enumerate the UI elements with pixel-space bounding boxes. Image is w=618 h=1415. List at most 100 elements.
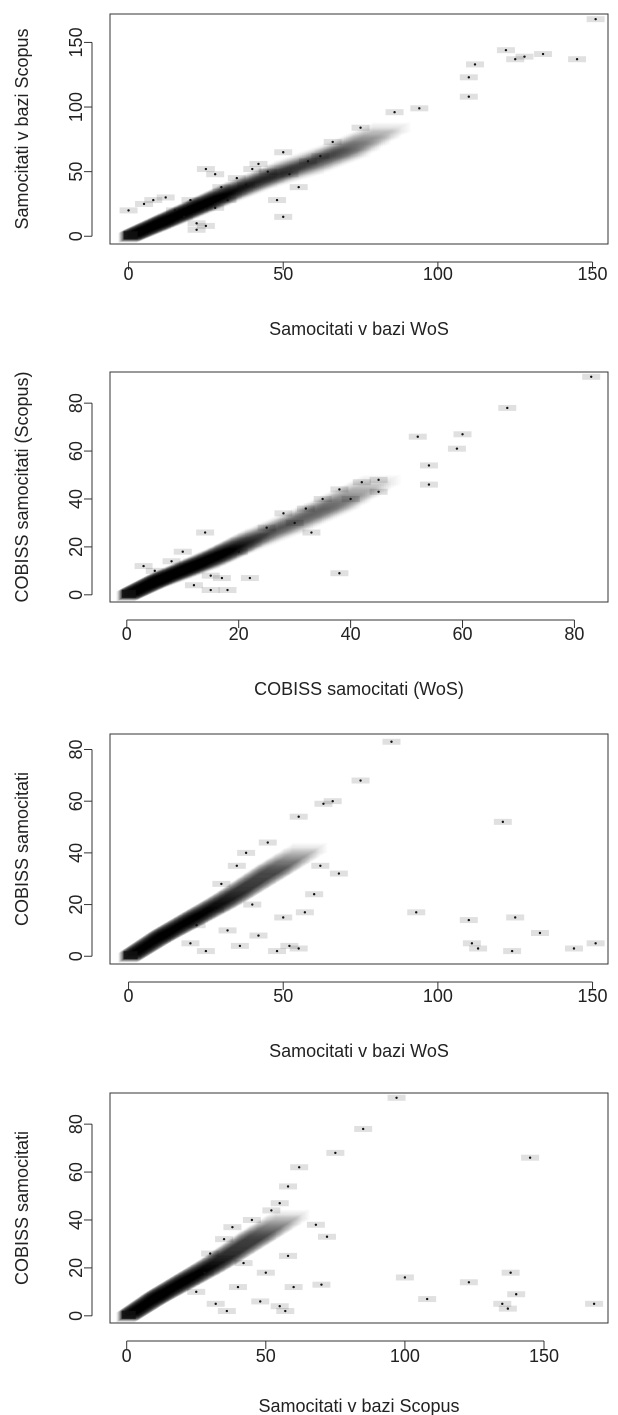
density-cell [145,934,167,945]
density-cell [162,212,186,223]
density-cell [210,547,240,558]
y-axis-title: COBISS samocitati [12,1131,32,1285]
density-cell [140,578,162,589]
density-cell [137,224,159,235]
density-cell [133,582,155,593]
density-cell [179,562,207,573]
density-cell [135,224,156,235]
density-cell [170,565,196,576]
density-cell [156,1285,180,1296]
density-cell [136,580,158,591]
density-cell [139,579,162,590]
density-cell [149,1289,172,1300]
density-cell [129,944,151,955]
density-cell [155,1286,179,1297]
density-cell [207,191,236,202]
density-cell [126,1305,147,1316]
density-cell [140,938,162,949]
density-cell [157,214,181,225]
density-cell [133,224,154,235]
density-cell [190,199,218,210]
density-cell [154,928,178,939]
density-cell [149,574,173,585]
density-cell [144,1292,168,1303]
density-cell [173,563,199,574]
y-tick-label: 80 [66,739,86,759]
density-cell [143,936,165,947]
data-point [590,375,593,378]
density-cell [172,563,197,574]
density-cell [144,1293,167,1304]
density-cell [193,197,220,208]
density-cell [179,1271,206,1282]
density-cell [136,940,158,951]
density-cell [181,561,209,572]
density-cell [135,581,158,592]
density-cell [178,1272,204,1283]
density-cell [181,559,207,570]
density-cell [132,1301,154,1312]
density-cell [212,189,241,200]
density-cell [179,204,205,215]
density-cell [129,945,150,956]
y-tick-label: 0 [66,951,86,961]
data-point [473,63,477,66]
density-cell [143,220,165,231]
density-cell [185,200,211,211]
density-cell [134,1299,156,1310]
density-cell [140,221,162,232]
density-cell [131,583,152,594]
density-cell [155,214,178,225]
chart-panel-2: 0 20 40 60 80 0 20 40 60 80 COBISS samocitati (WoS… [12,371,609,699]
density-cell [159,1283,185,1294]
density-cell [178,204,204,215]
density-cell [130,1302,152,1313]
density-cell [180,203,206,214]
density-cell [137,939,159,950]
density-cell [153,572,177,583]
density-cell [130,226,151,237]
density-cell [133,581,154,592]
density-cell [128,227,149,238]
density-cell [187,909,214,920]
data-point [127,209,130,212]
density-cell [146,219,169,230]
density-cell [174,206,200,217]
density-cell [169,566,195,577]
density-cell [186,200,213,211]
density-cell [175,563,202,574]
density-cell [128,584,150,595]
density-cell [163,923,188,934]
data-point [220,185,223,189]
density-cell [130,583,151,594]
data-point [142,202,146,206]
density-cell [169,1277,194,1288]
density-cell [190,1265,218,1276]
density-cell [165,210,189,221]
density-cell [149,573,172,584]
data-point [467,1281,471,1284]
data-point [286,1185,290,1188]
density-cell [178,562,206,573]
x-tick-label: 80 [564,624,584,644]
density-cell [154,928,177,939]
density-cell [180,204,207,215]
data-point [204,224,208,228]
density-cell [175,1274,201,1285]
data-point [152,198,155,202]
density-cell [208,190,237,201]
density-cell [148,1290,171,1301]
density-cell [169,209,194,220]
density-cell [131,226,153,237]
density-cell [139,222,161,233]
density-cell [171,1276,197,1287]
y-tick-label: 60 [66,441,86,461]
density-cell [165,1280,191,1291]
density-cell [157,926,181,937]
data-point [467,95,471,98]
density-cell [140,222,163,233]
density-cell [128,945,149,956]
density-cell [170,565,196,576]
density-cell [162,1281,187,1292]
density-cell [165,922,190,933]
